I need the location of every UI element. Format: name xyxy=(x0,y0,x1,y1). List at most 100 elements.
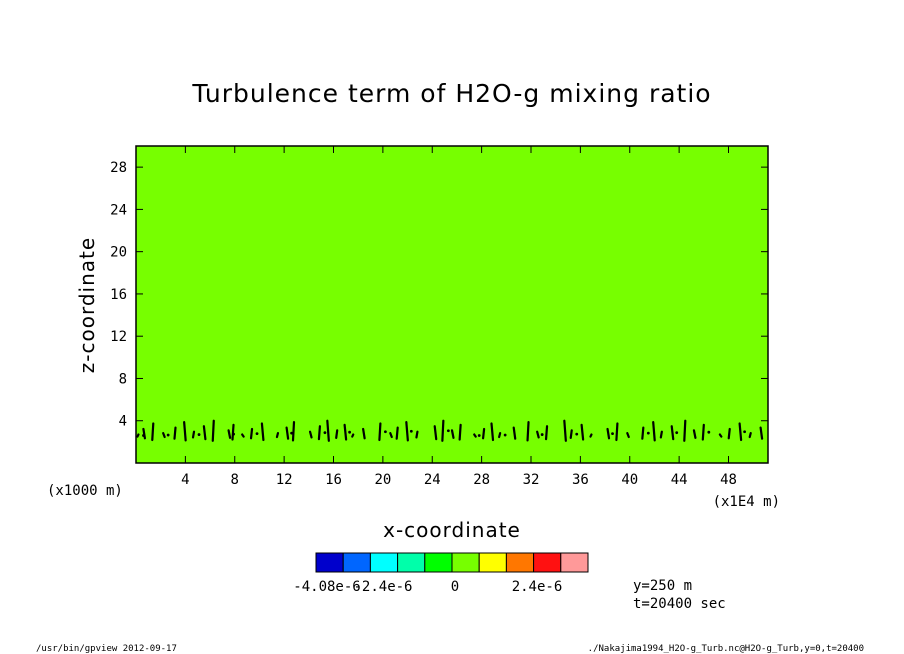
contour-segment xyxy=(308,430,313,439)
contour-segment xyxy=(183,421,187,442)
colorbar-swatch xyxy=(533,552,562,573)
contour-dot xyxy=(540,433,544,436)
x-tick-label: 4 xyxy=(181,472,189,488)
contour-segment xyxy=(748,431,752,439)
contour-dot xyxy=(197,433,201,436)
contour-dot xyxy=(503,433,507,437)
y-tick-label: 8 xyxy=(119,371,127,387)
contour-segment xyxy=(395,426,399,440)
y-axis-label: z-coordinate xyxy=(75,237,99,373)
contour-segment xyxy=(759,426,764,440)
contour-segment xyxy=(211,419,215,442)
footer-left: /usr/bin/gpview 2012-09-17 xyxy=(36,644,177,654)
contour-segment xyxy=(626,431,630,439)
y-tick-label: 28 xyxy=(110,160,127,176)
contour-segment xyxy=(683,419,687,442)
contour-segment xyxy=(498,431,502,439)
x-tick-label: 44 xyxy=(671,472,688,488)
contour-segment xyxy=(317,425,322,441)
colorbar-label: -2.4e-6 xyxy=(353,579,412,595)
colorbar-swatch xyxy=(315,552,344,573)
contour-segment xyxy=(718,433,723,438)
info-y: y=250 m xyxy=(633,578,692,594)
colorbar-label: -4.08e-6 xyxy=(293,579,360,595)
plot-frame xyxy=(135,145,769,464)
colorbar-label: 2.4e-6 xyxy=(512,579,563,595)
x-tick-label: 24 xyxy=(424,472,441,488)
x-tick-label: 36 xyxy=(572,472,589,488)
contour-segment xyxy=(544,425,549,441)
contour-dot xyxy=(348,430,352,434)
colorbar-swatch xyxy=(342,552,371,573)
y-tick-label: 20 xyxy=(110,245,127,261)
info-t: t=20400 sec xyxy=(633,596,726,612)
colorbar-swatch xyxy=(478,552,507,573)
contour-segment xyxy=(151,422,155,442)
contour-dot xyxy=(675,431,679,435)
colorbar-swatch xyxy=(397,552,426,573)
contour-segment xyxy=(659,430,663,439)
colorbar-swatch xyxy=(369,552,399,573)
contour-segment xyxy=(563,419,567,442)
contour-segment xyxy=(569,429,573,439)
contour-segment xyxy=(526,421,530,442)
contour-segment xyxy=(202,425,207,441)
contour-dot xyxy=(575,432,579,436)
contour-segment xyxy=(473,433,477,438)
contour-segment xyxy=(490,422,495,442)
colorbar-swatch xyxy=(505,552,535,573)
contour-segment xyxy=(701,423,705,441)
contour-segment xyxy=(291,421,296,442)
contour-segment xyxy=(441,419,445,442)
contour-dot xyxy=(384,430,387,434)
contour-segment xyxy=(275,431,280,439)
contour-segment xyxy=(285,426,290,440)
contour-segment xyxy=(670,425,675,441)
contour-segment xyxy=(162,431,166,439)
contour-segment xyxy=(433,425,438,441)
contour-segment xyxy=(326,419,330,442)
contour-segment xyxy=(335,429,339,439)
colorbar xyxy=(315,552,589,573)
contour-dot xyxy=(255,432,259,436)
contour-segment xyxy=(606,427,611,440)
colorbar-swatch xyxy=(424,552,453,573)
chart-title: Turbulence term of H2O-g mixing ratio xyxy=(191,79,711,108)
contour-segment xyxy=(692,429,697,439)
x-tick-label: 48 xyxy=(720,472,737,488)
contour-lines xyxy=(136,419,764,442)
contour-dot xyxy=(323,431,327,435)
contour-segment xyxy=(231,423,235,441)
contour-dot xyxy=(611,432,614,436)
y-tick-label: 16 xyxy=(110,287,127,303)
colorbar-labels: -4.08e-6-2.4e-6 0 2.4e-6 xyxy=(293,579,562,595)
contour-segment xyxy=(641,426,645,440)
contour-segment xyxy=(378,422,382,442)
contour-segment xyxy=(652,421,656,442)
contour-segment xyxy=(389,431,393,439)
contour-segment xyxy=(738,422,743,442)
x-tick-label: 20 xyxy=(374,472,391,488)
y-tick-label: 24 xyxy=(110,202,127,218)
contour-segment xyxy=(260,422,265,442)
x-tick-label: 40 xyxy=(621,472,638,488)
y-scale-label: (x1000 m) xyxy=(47,483,123,499)
contour-segment xyxy=(405,421,409,442)
contour-dot xyxy=(743,430,747,434)
contour-segment xyxy=(173,426,177,440)
footer-right: ./Nakajima1994_H2O-g_Turb.nc@H2O-g_Turb,… xyxy=(588,644,864,654)
contour-segment xyxy=(512,426,517,440)
contour-segment xyxy=(249,427,254,440)
x-axis-label: x-coordinate xyxy=(383,518,521,542)
contour-segment xyxy=(450,429,455,439)
contour-dot xyxy=(707,430,711,434)
colorbar-swatch xyxy=(451,552,480,573)
x-ticks: 4 8 12 16 20 24 28 32 36 40 44 48 xyxy=(181,146,737,488)
x-tick-label: 8 xyxy=(231,472,239,488)
contour-dot xyxy=(477,434,481,437)
contour-segment xyxy=(536,430,540,439)
contour-segment xyxy=(241,433,245,438)
y-ticks: 4 8 12 16 20 24 28 xyxy=(110,160,768,430)
contour-dot xyxy=(646,431,650,435)
